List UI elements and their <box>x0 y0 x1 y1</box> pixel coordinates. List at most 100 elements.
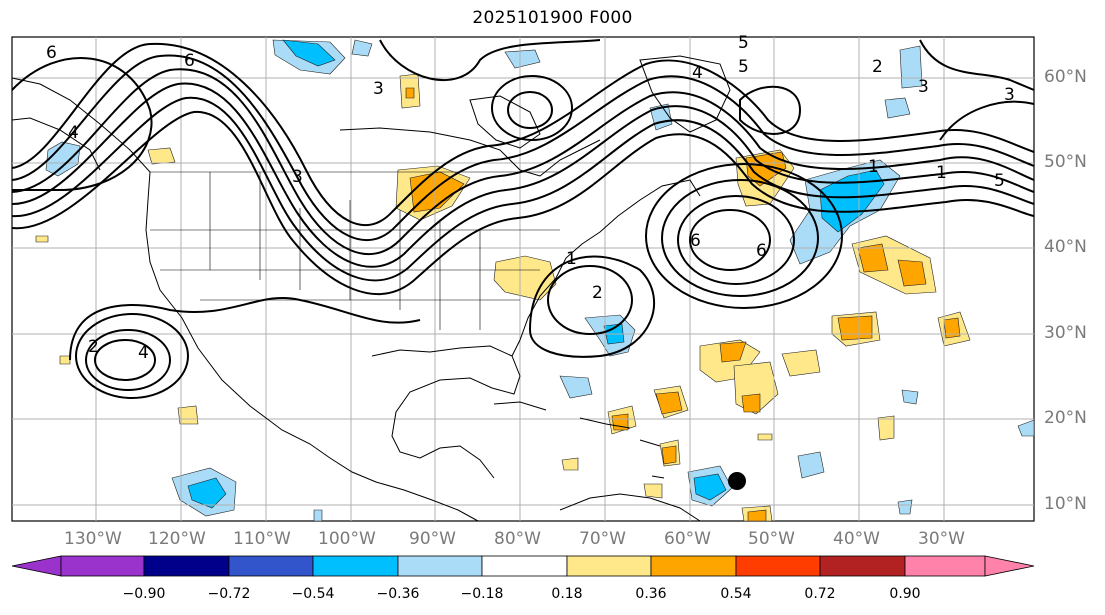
colorbar-tick: −0.18 <box>460 586 504 602</box>
colorbar-bin <box>397 555 483 577</box>
contour-label: 5 <box>994 171 1005 191</box>
lon-label: 110°W <box>233 529 291 549</box>
shade-yellow-light <box>147 147 176 165</box>
lon-label: 80°W <box>494 529 541 549</box>
lon-label: 30°W <box>918 529 965 549</box>
colorbar-tick: 0.90 <box>889 586 921 602</box>
contours <box>11 39 1035 399</box>
shade-yellow-light <box>561 457 579 471</box>
contour-label: 6 <box>690 231 701 251</box>
south-america-coast <box>559 493 701 522</box>
contour-label: 6 <box>756 241 767 261</box>
contour-label: 6 <box>184 51 195 71</box>
shade-blue-light <box>45 141 81 177</box>
graticule <box>12 37 1034 521</box>
lon-label: 70°W <box>579 529 626 549</box>
shade-blue-light <box>504 49 541 69</box>
contour-line <box>645 163 843 309</box>
colorbar-bin <box>819 555 906 577</box>
lon-label: 120°W <box>148 529 206 549</box>
shade-blue-light <box>351 39 373 57</box>
contour-line <box>739 85 802 135</box>
lat-label: 20°N <box>1044 408 1087 428</box>
contour-label: 6 <box>46 43 57 63</box>
gulf-coast <box>371 345 521 479</box>
shade-orange <box>857 243 889 273</box>
shade-blue-medium <box>693 473 727 501</box>
shade-orange <box>405 87 415 99</box>
north-america-coast <box>11 77 479 522</box>
shade-yellow-light <box>59 355 71 365</box>
colorbar-tick: −0.54 <box>291 586 335 602</box>
contour-label: 4 <box>68 123 79 143</box>
contour-line <box>677 195 795 285</box>
shade-blue-light <box>897 499 913 515</box>
contour-line <box>11 42 1035 227</box>
shade-orange <box>661 445 677 465</box>
colorbar-tick: −0.36 <box>376 586 420 602</box>
lat-label: 60°N <box>1044 67 1087 87</box>
shade-orange <box>943 317 961 339</box>
colorbar-extend-low <box>11 555 62 577</box>
contour-line <box>379 39 601 82</box>
contour-label: 4 <box>138 343 149 363</box>
shade-blue-medium <box>187 477 227 509</box>
shade-yellow-light <box>35 235 49 243</box>
lon-label: 60°W <box>664 529 711 549</box>
contour-line <box>11 68 1035 256</box>
shade-blue-light <box>901 389 919 405</box>
contour-label: 2 <box>872 57 883 77</box>
lon-label: 100°W <box>318 529 376 549</box>
colorbar-bin <box>143 555 230 577</box>
shade-blue-light <box>313 509 323 522</box>
contour-line <box>491 75 573 141</box>
contour-labels: 6 6 4 4 3 3 2 5 5 3 2 1 1 2 4 3 1 6 6 5 <box>46 33 1015 363</box>
shade-yellow-light <box>493 255 557 301</box>
contour-line <box>939 100 1035 141</box>
shade-orange <box>897 259 927 287</box>
lat-label: 30°N <box>1044 323 1087 343</box>
contour-line <box>919 39 1035 91</box>
greenland <box>639 55 731 133</box>
colorbar-tick: 0.18 <box>551 586 583 602</box>
shade-yellow-light <box>781 349 821 377</box>
contour-line <box>547 265 633 335</box>
contour-label: 3 <box>373 79 384 99</box>
colorbar-tick: −0.72 <box>207 586 251 602</box>
colorbar-bin <box>735 555 821 577</box>
lat-label: 50°N <box>1044 152 1087 172</box>
contour-label: 1 <box>566 249 577 269</box>
contour-line <box>85 329 171 391</box>
colorbar-bin <box>904 555 986 577</box>
colorbar-bin <box>566 555 652 577</box>
contour-line <box>69 296 421 361</box>
shade-blue-medium <box>282 39 336 67</box>
lat-label: 10°N <box>1044 494 1087 514</box>
contour-label: 5 <box>738 57 749 77</box>
contour-line <box>94 339 156 381</box>
lon-label: 90°W <box>409 529 456 549</box>
contour-line <box>11 82 1035 268</box>
contour-line <box>529 255 656 358</box>
shade-yellow-light <box>643 483 663 499</box>
contour-label: 2 <box>592 283 603 303</box>
contour-line <box>11 96 1035 282</box>
contour-label: 2 <box>88 337 99 357</box>
shade-blue-light <box>884 97 911 119</box>
hudson-bay <box>469 95 541 149</box>
contour-line <box>11 54 1035 242</box>
contour-line <box>689 209 771 271</box>
contour-label: 3 <box>1004 85 1015 105</box>
contour-label: 5 <box>738 33 749 53</box>
lon-label: 50°W <box>748 529 795 549</box>
colorbar-tick: 0.36 <box>635 586 667 602</box>
lat-label: 40°N <box>1044 237 1087 257</box>
east-coast <box>511 179 701 357</box>
colorbar-tick: −0.90 <box>122 586 166 602</box>
shade-yellow-light <box>757 433 773 441</box>
storm-position-marker <box>728 472 746 490</box>
shade-blue-medium <box>819 169 885 233</box>
contour-label: 4 <box>692 63 703 83</box>
colorbar-bin <box>228 555 314 577</box>
